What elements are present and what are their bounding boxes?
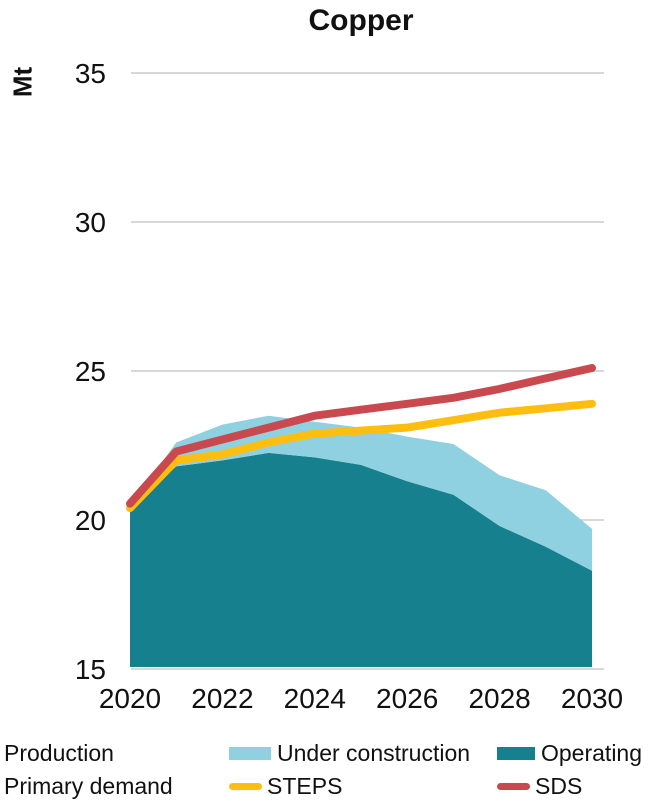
sds-line-swatch-icon [497, 783, 530, 790]
legend-item-steps: STEPS [229, 773, 342, 800]
operating-swatch-icon [497, 747, 535, 760]
legend-group-production-label: Production [4, 740, 114, 766]
legend-row-primary-demand: Primary demand STEPS SDS [0, 773, 660, 802]
under-construction-swatch-icon [229, 747, 271, 760]
y-tick-label-15: 15 [75, 654, 106, 685]
legend-sds-label: SDS [535, 773, 583, 799]
y-tick-label-25: 25 [75, 356, 106, 387]
steps-line-swatch-icon [229, 783, 262, 790]
y-tick-label-35: 35 [75, 58, 106, 89]
x-tick-label-2020: 2020 [99, 683, 161, 714]
legend-group-primary-demand-label: Primary demand [4, 773, 173, 799]
x-tick-label-2022: 2022 [191, 683, 253, 714]
x-tick-label-2028: 2028 [468, 683, 530, 714]
plot-area: 15 20 25 30 35 2020 2022 2024 2026 2028 2030 [75, 58, 623, 714]
legend-row-production: Production Under construction Operating [0, 740, 660, 770]
steps-line [126, 399, 596, 513]
x-tick-label-2030: 2030 [561, 683, 623, 714]
under-construction-area [130, 415, 592, 571]
legend-operating-label: Operating [541, 740, 643, 766]
x-tick-label-2024: 2024 [284, 683, 346, 714]
legend-item-under-construction: Under construction [229, 740, 470, 767]
legend-item-operating: Operating [497, 740, 642, 767]
x-tick-label-2026: 2026 [376, 683, 438, 714]
operating-area [130, 452, 592, 667]
y-tick-label-20: 20 [75, 505, 106, 536]
y-tick-label-30: 30 [75, 207, 106, 238]
chart-title: Copper [308, 4, 414, 37]
legend-under-construction-label: Under construction [277, 740, 471, 766]
legend-item-sds: SDS [497, 773, 582, 800]
legend-steps-label: STEPS [267, 773, 343, 799]
sds-line [126, 364, 596, 508]
